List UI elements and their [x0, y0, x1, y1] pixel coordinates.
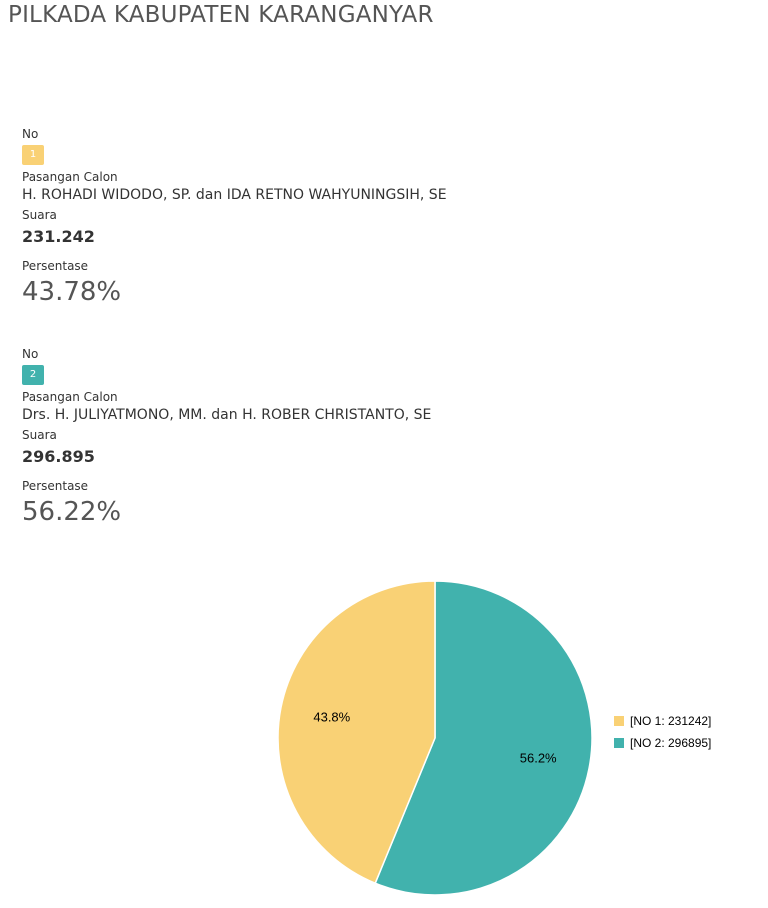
no-label: No	[22, 127, 39, 141]
pair-label: Pasangan Calon	[22, 390, 118, 404]
vote-pie-chart: 56.2% 43.8% [NO 1: 231242] [NO 2: 296895]	[0, 560, 768, 908]
candidate-percent: 56.22%	[22, 497, 122, 527]
candidate-card-1: No 1 Pasangan Calon H. ROHADI WIDODO, SP…	[22, 126, 722, 308]
legend-item-1: [NO 1: 231242]	[614, 710, 711, 732]
percent-label: Persentase	[22, 259, 89, 273]
legend-label: [NO 1: 231242]	[630, 714, 712, 728]
candidate-percent: 43.78%	[22, 277, 122, 307]
legend-swatch	[614, 716, 624, 726]
candidate-number-badge: 1	[22, 145, 44, 165]
chart-legend: [NO 1: 231242] [NO 2: 296895]	[614, 710, 711, 754]
candidate-pair-name: Drs. H. JULIYATMONO, MM. dan H. ROBER CH…	[22, 407, 432, 423]
pair-label: Pasangan Calon	[22, 170, 118, 184]
no-label: No	[22, 347, 39, 361]
candidate-number-badge: 2	[22, 365, 44, 385]
candidate-votes: 231.242	[22, 227, 95, 246]
votes-label: Suara	[22, 428, 57, 442]
pie-slice-1	[277, 580, 436, 885]
page-title: PILKADA KABUPATEN KARANGANYAR	[8, 2, 434, 28]
legend-swatch	[614, 738, 624, 748]
candidate-votes: 296.895	[22, 447, 95, 466]
candidate-pair-name: H. ROHADI WIDODO, SP. dan IDA RETNO WAHY…	[22, 187, 447, 203]
candidate-card-2: No 2 Pasangan Calon Drs. H. JULIYATMONO,…	[22, 346, 722, 528]
pie-slice-label-1: 43.8%	[313, 710, 350, 725]
legend-label: [NO 2: 296895]	[630, 736, 712, 750]
pie-slice-2	[374, 580, 593, 896]
votes-label: Suara	[22, 208, 57, 222]
legend-item-2: [NO 2: 296895]	[614, 732, 711, 754]
pie-slice-label-2: 56.2%	[520, 750, 557, 765]
percent-label: Persentase	[22, 479, 89, 493]
pie-chart-svg: 56.2% 43.8%	[277, 580, 593, 896]
